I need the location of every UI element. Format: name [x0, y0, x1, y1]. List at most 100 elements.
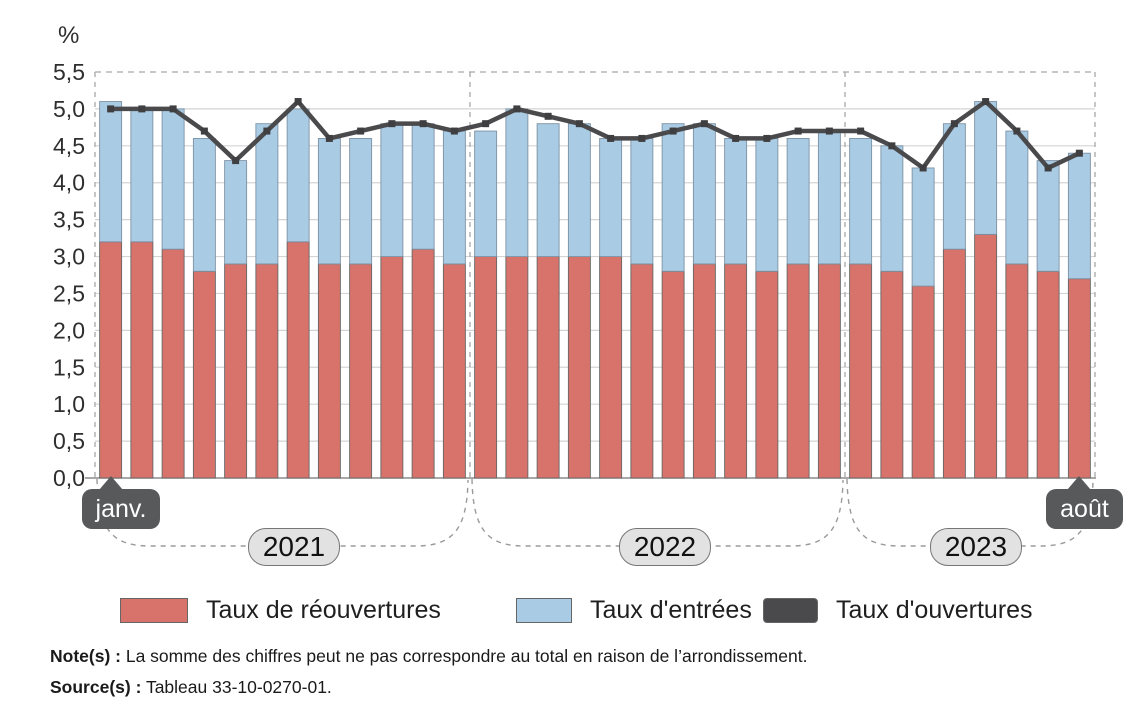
bar-entrees [317, 137, 341, 265]
line-marker [732, 134, 740, 142]
note-label: Note(s) : [50, 646, 121, 666]
y-tick-label: 4,0 [53, 170, 85, 196]
line-marker [482, 120, 490, 128]
bar-entrees [942, 123, 966, 250]
line-marker [513, 105, 521, 113]
legend-label-reouvertures: Taux de réouvertures [206, 595, 441, 624]
line-marker [419, 120, 427, 128]
line-marker [825, 127, 833, 135]
source-label: Source(s) : [50, 677, 142, 697]
line-ouvertures [108, 99, 1082, 171]
year-pill-2023: 2023 [930, 528, 1022, 566]
legend-label-ouvertures: Taux d'ouvertures [836, 595, 1033, 624]
chart-canvas: 0,0 0,5 1,0 1,5 2,0 2,5 3,0 3,5 4,0 4,5 5,0 5,5 [53, 59, 1096, 547]
bar-reouvertures [1036, 270, 1060, 479]
bar-reouvertures [661, 270, 685, 479]
bar-reouvertures [505, 256, 529, 479]
line-marker [200, 127, 208, 135]
bar-reouvertures [849, 263, 873, 479]
bar-reouvertures [567, 256, 591, 479]
bar-entrees [849, 137, 873, 265]
legend-label-entrees: Taux d'entrées [590, 595, 752, 624]
bar-entrees [474, 130, 498, 257]
bar-reouvertures [786, 263, 810, 479]
bar-entrees [692, 123, 716, 265]
bar-reouvertures [724, 263, 748, 479]
bar-entrees [255, 123, 279, 265]
line-marker [232, 157, 240, 165]
bar-entrees [974, 101, 998, 235]
bar-entrees [192, 137, 216, 272]
line-marker [138, 105, 146, 113]
bar-entrees [411, 123, 435, 250]
bar-reouvertures [349, 263, 373, 479]
callout-first-month: janv. [82, 476, 160, 529]
bar-entrees [1067, 152, 1091, 280]
source-line: Source(s) : Tableau 33-10-0270-01. [50, 672, 807, 703]
bar-entrees [224, 160, 248, 265]
line-marker [169, 105, 177, 113]
bar-reouvertures [630, 263, 654, 479]
callout-last-month-label: août [1060, 494, 1109, 523]
legend-swatch-reouvertures [120, 597, 188, 623]
line-marker [107, 105, 115, 113]
bar-entrees [630, 137, 654, 265]
y-tick-label: 3,0 [53, 244, 85, 270]
bar-reouvertures [286, 241, 310, 479]
bar-reouvertures [974, 233, 998, 479]
source-text: Tableau 33-10-0270-01. [145, 677, 332, 697]
bar-entrees [1005, 130, 1029, 265]
bar-entrees [349, 137, 373, 265]
y-tick-label: 5,5 [53, 59, 85, 85]
bar-entrees [786, 137, 810, 265]
bar-entrees [567, 123, 591, 257]
legend-item-reouvertures: Taux de réouvertures [120, 586, 441, 634]
bar-entrees [536, 123, 560, 257]
line-marker [1044, 164, 1052, 172]
legend-item-entrees: Taux d'entrées [516, 586, 752, 634]
line-marker [638, 134, 646, 142]
bar-entrees [661, 123, 685, 272]
line-marker [1013, 127, 1021, 135]
y-tick-label: 2,5 [53, 280, 85, 306]
bar-reouvertures [692, 263, 716, 479]
line-marker [794, 127, 802, 135]
bar-reouvertures [911, 285, 935, 479]
y-tick-label: 3,5 [53, 207, 85, 233]
bar-reouvertures [255, 263, 279, 479]
line-marker [544, 112, 552, 120]
bar-reouvertures [411, 248, 435, 479]
bar-reouvertures [161, 248, 185, 479]
bar-reouvertures [130, 241, 154, 479]
bar-reouvertures [192, 270, 216, 479]
bar-reouvertures [99, 241, 123, 479]
line-marker [1075, 149, 1083, 157]
bar-entrees [599, 137, 623, 257]
line-marker [763, 134, 771, 142]
bar-reouvertures [755, 270, 779, 479]
line-marker [857, 127, 865, 135]
line-marker [950, 120, 958, 128]
line-marker [357, 127, 365, 135]
bar-entrees [442, 130, 466, 265]
callout-last-month: août [1046, 476, 1123, 529]
line-marker [982, 98, 990, 106]
bar-reouvertures [1067, 278, 1091, 479]
bar-entrees [161, 108, 185, 250]
line-marker [325, 134, 333, 142]
bar-reouvertures [380, 256, 404, 479]
y-tick-label: 0,5 [53, 428, 85, 454]
bar-reouvertures [536, 256, 560, 479]
line-marker [450, 127, 458, 135]
bar-reouvertures [474, 256, 498, 479]
line-marker [888, 142, 896, 150]
line-marker [669, 127, 677, 135]
bar-entrees [286, 108, 310, 243]
bar-entrees [911, 167, 935, 287]
bar-entrees [130, 108, 154, 243]
line-marker [919, 164, 927, 172]
y-tick-label: 4,5 [53, 133, 85, 159]
year-pill-2022: 2022 [619, 528, 711, 566]
bar-reouvertures [224, 263, 248, 479]
line-marker [575, 120, 583, 128]
